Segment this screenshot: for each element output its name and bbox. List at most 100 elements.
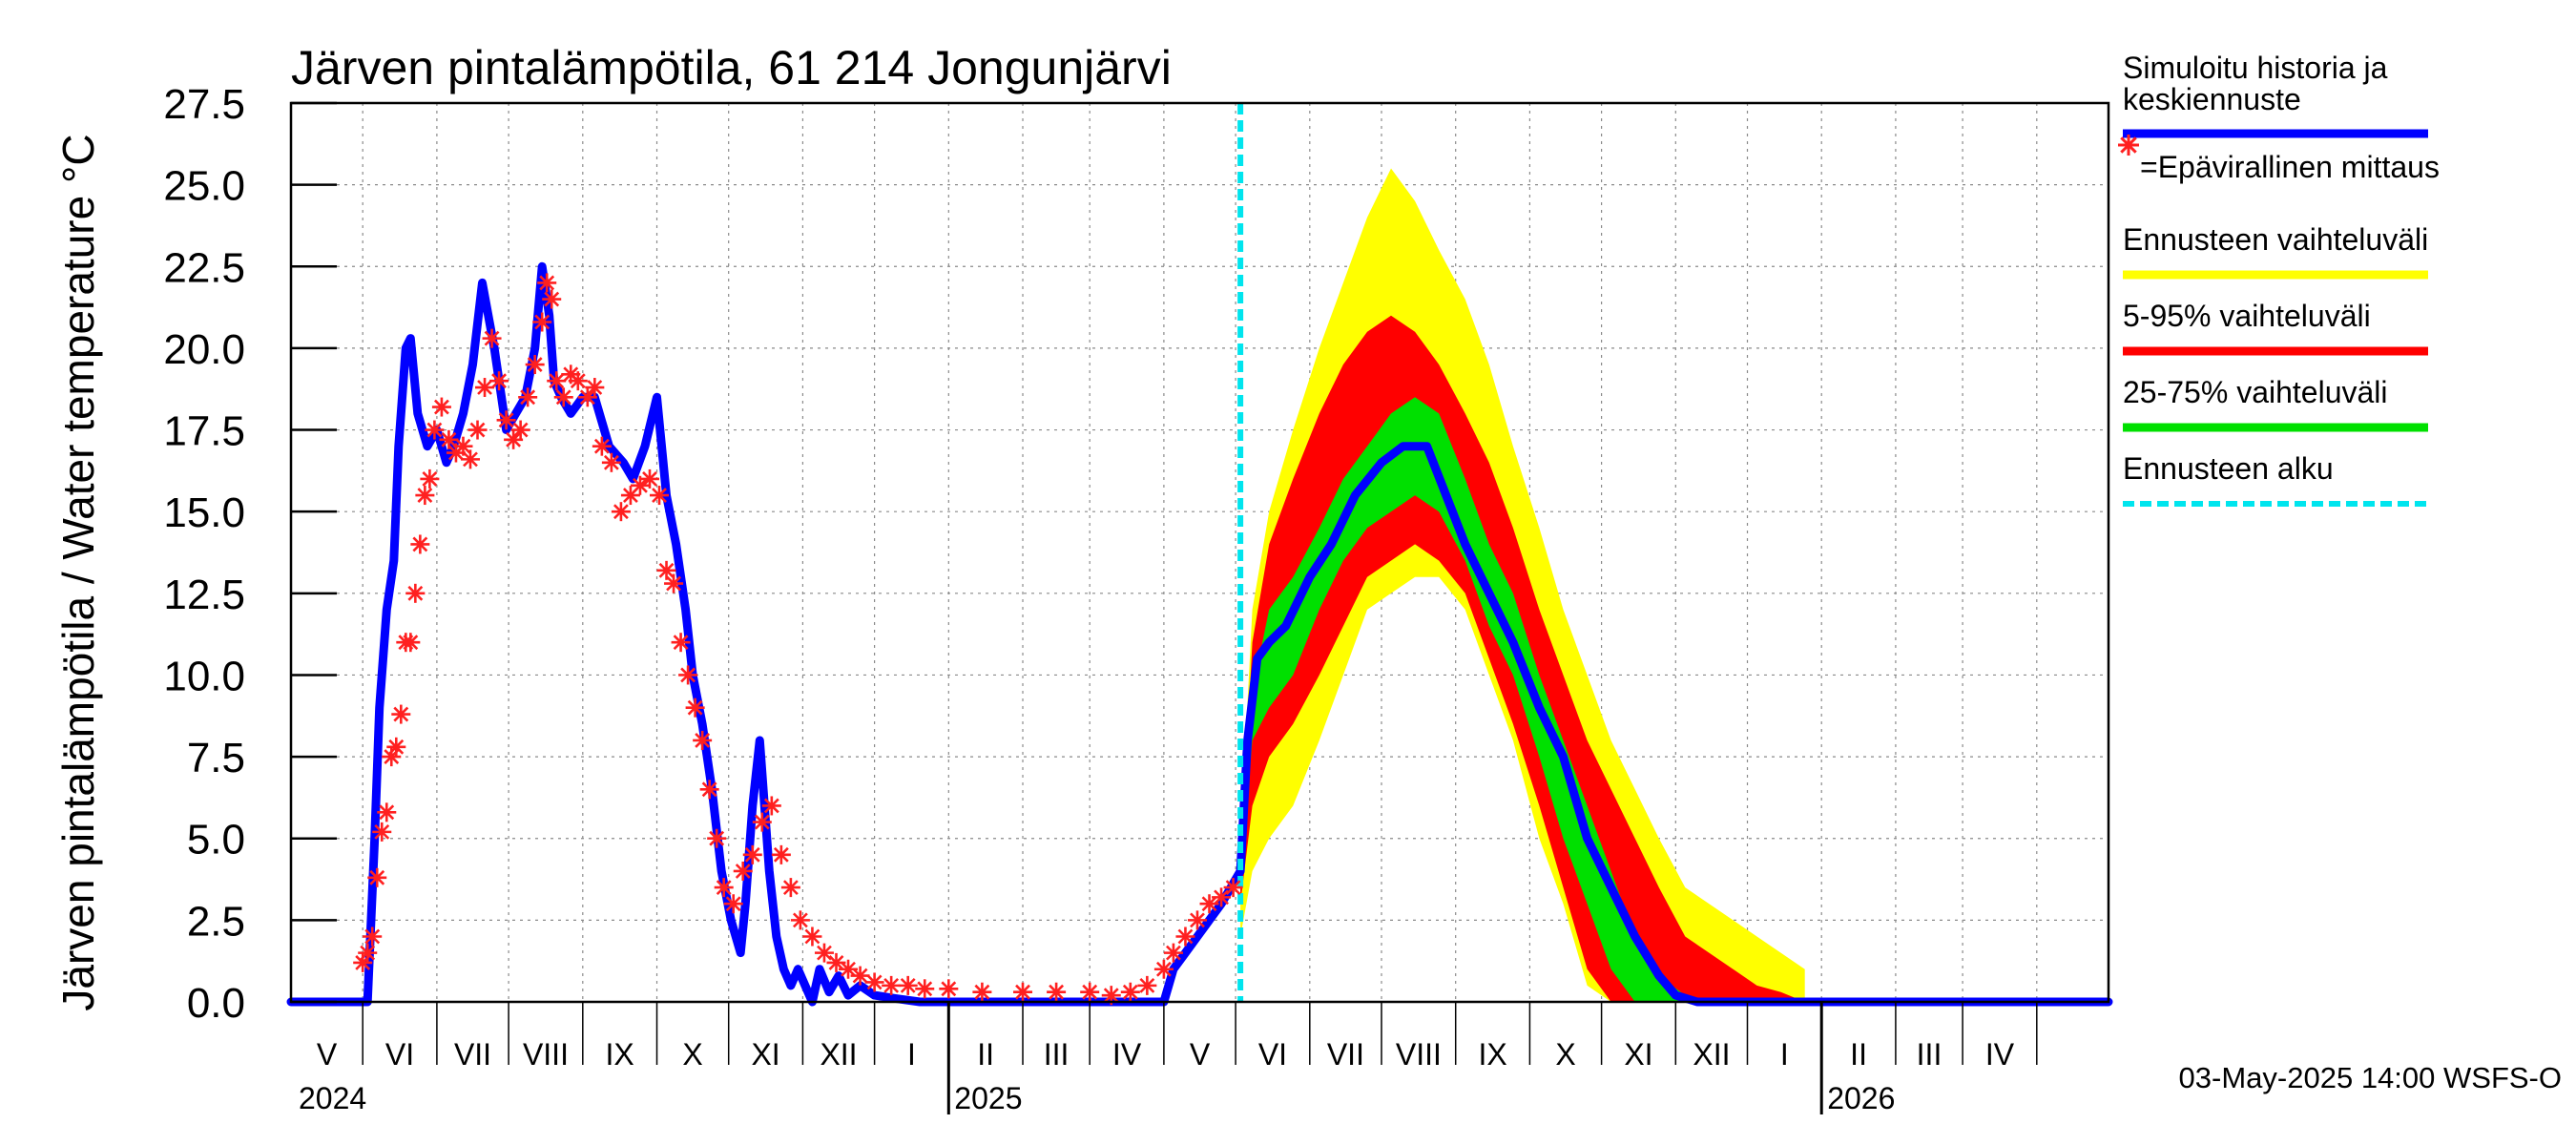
x-month-label: I [1780, 1037, 1789, 1072]
x-month-label: X [682, 1037, 702, 1072]
observation-marker [592, 436, 612, 456]
marker-stroke [735, 864, 751, 879]
marker-stroke [804, 928, 821, 945]
observation-marker [1223, 878, 1243, 898]
observation-marker [547, 371, 567, 391]
x-year-label: 2025 [954, 1081, 1022, 1115]
marker-stroke [841, 961, 856, 977]
observation-marker [386, 737, 406, 757]
x-month-label: III [1917, 1037, 1942, 1072]
y-tick-label: 22.5 [163, 244, 245, 291]
x-month-label: III [1044, 1037, 1070, 1072]
marker-stroke [369, 869, 385, 885]
observation-marker [482, 328, 502, 348]
marker-stroke [773, 846, 789, 863]
marker-stroke [1155, 961, 1172, 977]
marker-stroke [666, 575, 681, 592]
observation-marker [358, 943, 378, 963]
legend-item: Ennusteen alku [2123, 451, 2428, 507]
y-tick-label: 12.5 [163, 572, 245, 618]
y-tick-label: 0.0 [187, 980, 245, 1027]
marker-stroke [412, 536, 428, 552]
marker-stroke [593, 438, 610, 454]
marker-stroke [469, 422, 486, 438]
marker-stroke [563, 366, 579, 383]
observation-marker [1175, 926, 1195, 947]
marker-stroke [455, 438, 471, 454]
plot-frame [289, 101, 2110, 1004]
observation-marker [1013, 982, 1033, 1002]
observation-marker [939, 979, 959, 999]
x-year-label: 2024 [299, 1081, 366, 1115]
marker-stroke [570, 373, 586, 389]
marker-stroke [658, 562, 675, 578]
observation-marker [699, 780, 719, 800]
observation-marker [553, 387, 573, 407]
x-month-label: II [1850, 1037, 1867, 1072]
marker-stroke [917, 981, 933, 997]
x-month-label: VIII [1396, 1037, 1442, 1072]
observation-marker [510, 420, 530, 440]
marker-stroke [613, 504, 629, 520]
legend: Simuloitu historia ja keskiennuste =Epävir… [2118, 51, 2440, 507]
marker-stroke [642, 471, 657, 487]
observation-marker [542, 289, 562, 309]
observation-marker [1047, 982, 1067, 1002]
marker-stroke [426, 422, 443, 438]
x-month-label: VIII [523, 1037, 569, 1072]
observation-marker [733, 861, 753, 881]
observation-marker [1137, 975, 1157, 995]
legend-item: Ennusteen vaihteluväli [2123, 222, 2428, 280]
observation-marker [611, 502, 631, 522]
x-month-label: IX [606, 1037, 634, 1072]
legend-item: =Epävirallinen mittaus [2118, 135, 2440, 184]
x-month-label: XII [1693, 1037, 1730, 1072]
observation-marker [714, 878, 734, 898]
observation-marker [771, 844, 791, 864]
observation-marker [790, 910, 810, 930]
observation-marker [405, 583, 426, 603]
marker-stroke [463, 451, 478, 468]
x-month-label: IV [1112, 1037, 1142, 1072]
marker-stroke [360, 945, 376, 961]
observation-marker [1199, 894, 1219, 914]
marker-stroke [1049, 984, 1065, 1000]
marker-stroke [527, 357, 543, 372]
marker-stroke [491, 373, 507, 389]
observation-marker [363, 926, 383, 947]
marker-stroke [701, 781, 717, 798]
x-month-label: V [1190, 1037, 1211, 1072]
observation-marker [568, 371, 588, 391]
marker-stroke [673, 635, 689, 651]
observation-marker [467, 420, 488, 440]
marker-stroke [652, 488, 667, 503]
marker-stroke [852, 968, 868, 984]
marker-stroke [379, 804, 395, 821]
observation-marker [489, 371, 509, 391]
marker-stroke [549, 373, 565, 389]
y-tick-label: 15.0 [163, 489, 245, 536]
observation-marker [377, 802, 397, 822]
x-month-label: I [907, 1037, 916, 1072]
y-tick-label: 25.0 [163, 163, 245, 210]
marker-stroke [1122, 984, 1138, 1000]
marker-stroke [1103, 988, 1119, 1004]
marker-stroke [388, 739, 405, 755]
observation-marker [601, 452, 621, 472]
observation-markers [353, 273, 1243, 1006]
observation-marker [639, 468, 659, 489]
marker-stroke [477, 380, 492, 395]
observation-marker [802, 926, 822, 947]
y-axis-label: Järven pintalämpötila / Water temperatur… [53, 134, 103, 1010]
marker-stroke [534, 314, 551, 330]
marker-stroke [520, 389, 536, 406]
marker-stroke [374, 823, 390, 840]
legend-item: 5-95% vaihteluväli [2123, 299, 2428, 356]
observation-marker [439, 429, 459, 449]
marker-stroke [1214, 889, 1229, 906]
y-tick-label: 27.5 [163, 81, 245, 128]
observation-marker [742, 844, 762, 864]
marker-stroke [1082, 984, 1098, 1000]
observation-marker [504, 429, 524, 449]
x-month-label: X [1555, 1037, 1575, 1072]
